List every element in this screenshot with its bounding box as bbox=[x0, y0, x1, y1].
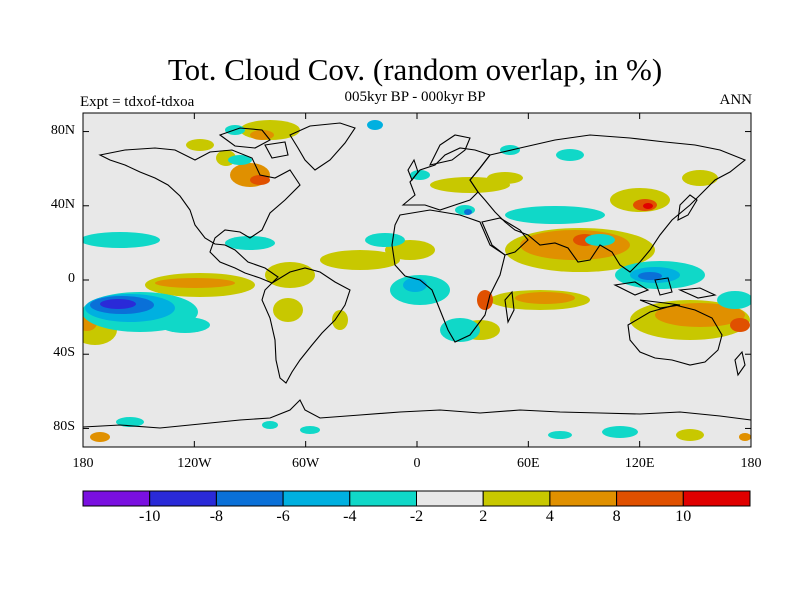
axis-ticks bbox=[82, 113, 752, 447]
map-subtitle: 005kyr BP - 000kyr BP bbox=[344, 89, 486, 105]
colorbar-swatch bbox=[482, 490, 551, 507]
lon-label-3: 0 bbox=[413, 456, 421, 471]
colorbar-label: 2 bbox=[479, 508, 488, 525]
lon-label-6: 180 bbox=[740, 456, 762, 471]
lon-label-2: 60W bbox=[292, 456, 320, 471]
map-title: Tot. Cloud Cov. (random overlap, in %) bbox=[167, 52, 663, 87]
colorbar-label: -6 bbox=[276, 508, 290, 525]
lat-label-40n: 40N bbox=[50, 196, 75, 212]
colorbar-swatch bbox=[682, 490, 751, 507]
coast-japan bbox=[677, 194, 698, 221]
colorbar-label: -4 bbox=[343, 508, 357, 525]
coast-australia bbox=[627, 304, 723, 366]
colorbar-swatch bbox=[416, 490, 484, 507]
lat-label-80s: 80S bbox=[53, 419, 75, 435]
colorbar-label: -2 bbox=[409, 508, 424, 525]
colorbar-swatch bbox=[82, 490, 151, 507]
coast-indonesia bbox=[613, 277, 717, 309]
colorbar-label: 4 bbox=[545, 508, 554, 525]
coast-arabia bbox=[481, 217, 529, 256]
lon-label-4: 60E bbox=[517, 456, 540, 471]
colorbar-label: -8 bbox=[209, 508, 224, 525]
coast-north-america bbox=[98, 147, 301, 284]
lat-label-80n: 80N bbox=[50, 122, 75, 138]
colorbar-label: 10 bbox=[675, 508, 692, 525]
colorbar-swatch bbox=[282, 490, 351, 507]
cloud-cover-map bbox=[82, 112, 752, 448]
coast-antarctica bbox=[83, 399, 751, 429]
coast-new-zealand bbox=[734, 350, 746, 377]
lat-label-0: 0 bbox=[68, 271, 75, 286]
coast-africa bbox=[391, 209, 506, 343]
coast-arctic-islands bbox=[218, 127, 289, 159]
colorbar-swatch bbox=[149, 490, 217, 507]
colorbar-swatch bbox=[549, 490, 618, 507]
lon-label-5: 120E bbox=[624, 456, 655, 471]
coast-scandinavia bbox=[428, 134, 471, 166]
coast-south-america bbox=[261, 267, 351, 384]
coastlines bbox=[83, 122, 751, 429]
coast-uk bbox=[407, 158, 419, 182]
coast-greenland bbox=[289, 122, 356, 171]
colorbar-label: -10 bbox=[139, 508, 161, 525]
lon-label-1: 120W bbox=[177, 456, 212, 471]
lat-label-40s: 40S bbox=[53, 345, 75, 361]
experiment-label: Expt = tdxof-tdxoa bbox=[80, 94, 195, 110]
colorbar-swatch bbox=[215, 490, 284, 507]
lon-label-0: 180 bbox=[72, 456, 94, 471]
colorbar-swatch bbox=[349, 490, 417, 507]
coast-madagascar bbox=[504, 290, 515, 324]
colorbar-label: 8 bbox=[612, 508, 621, 525]
colorbar-swatch bbox=[616, 490, 684, 507]
season-label: ANN bbox=[719, 92, 753, 108]
